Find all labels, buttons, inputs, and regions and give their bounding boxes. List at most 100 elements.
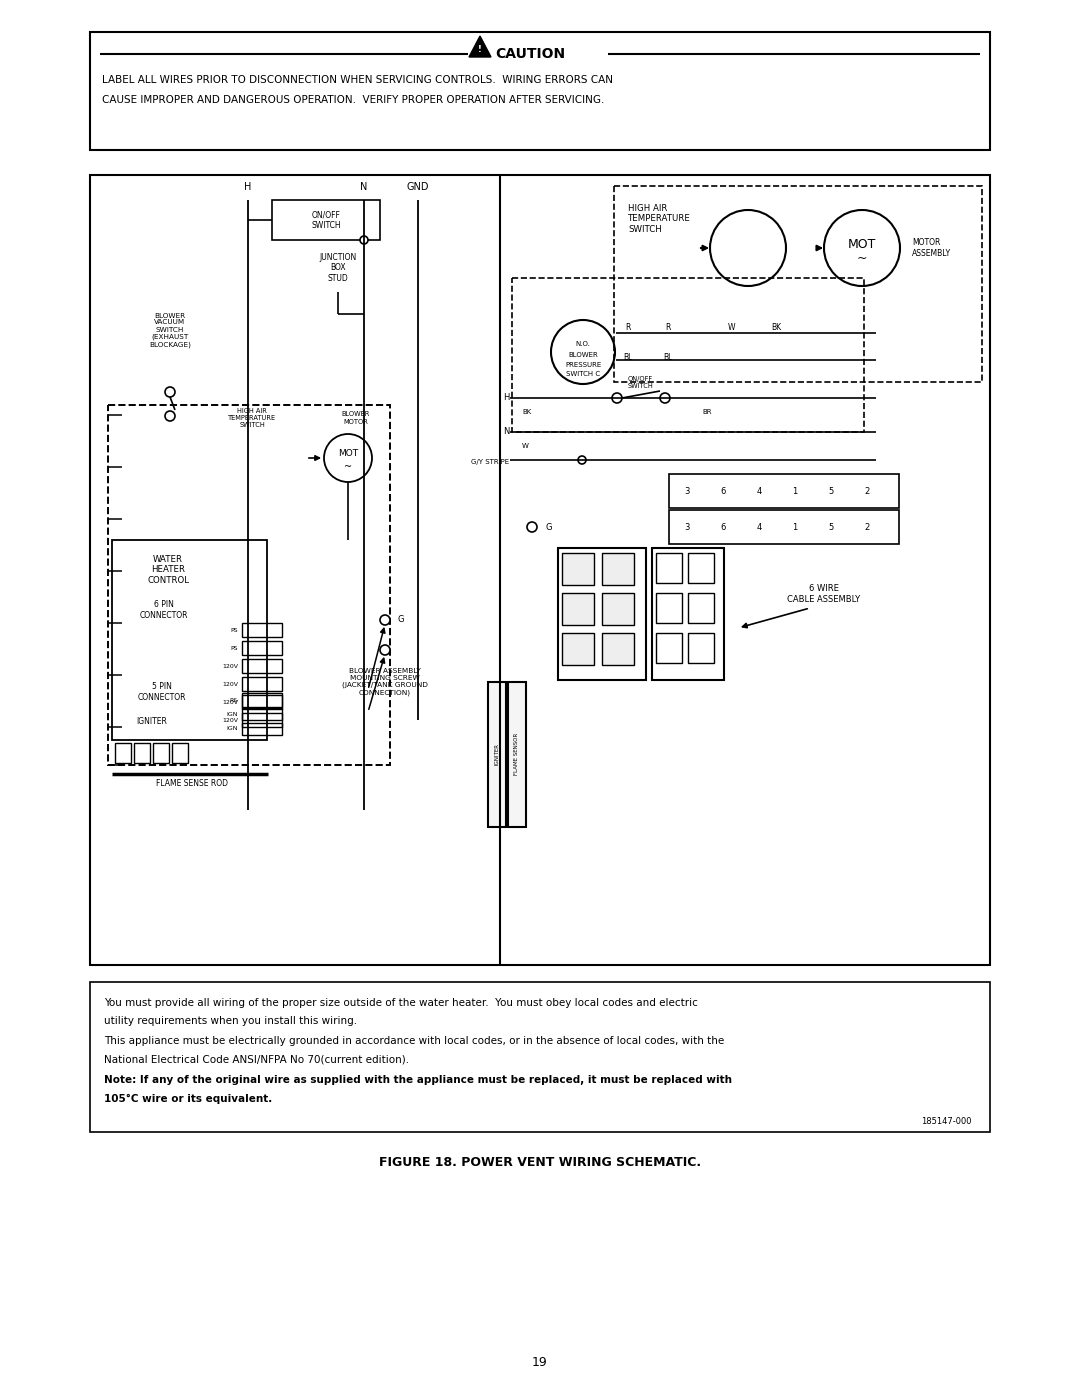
Bar [656, 633, 681, 664]
Text: RS: RS [230, 697, 238, 703]
Text: FLAME SENSE ROD: FLAME SENSE ROD [156, 780, 228, 788]
Text: 2: 2 [864, 522, 869, 531]
Text: BR: BR [702, 409, 712, 415]
Bar [615, 186, 982, 381]
Text: BK: BK [522, 409, 531, 415]
Text: MOTOR
ASSEMBLY: MOTOR ASSEMBLY [912, 239, 951, 257]
Bar [656, 553, 681, 583]
Bar [242, 708, 282, 719]
Text: 5 PIN
CONNECTOR: 5 PIN CONNECTOR [138, 682, 186, 701]
Text: utility requirements when you install this wiring.: utility requirements when you install th… [104, 1016, 357, 1025]
Text: National Electrical Code ANSI/NFPA No 70(current edition).: National Electrical Code ANSI/NFPA No 70… [104, 1053, 409, 1065]
Text: IGNITER: IGNITER [136, 718, 167, 726]
Text: MOT: MOT [338, 450, 359, 458]
Text: 1: 1 [793, 522, 798, 531]
Circle shape [380, 645, 390, 655]
Bar [488, 682, 507, 827]
Bar [90, 175, 990, 965]
Text: IGNITER: IGNITER [495, 743, 499, 766]
Bar [90, 982, 990, 1132]
Text: N: N [502, 427, 509, 436]
Bar [688, 592, 714, 623]
Text: G/Y STRIPE: G/Y STRIPE [471, 460, 509, 465]
Text: 120V: 120V [222, 664, 238, 669]
Text: BLOWER
VACUUM
SWITCH
(EXHAUST
BLOCKAGE): BLOWER VACUUM SWITCH (EXHAUST BLOCKAGE) [149, 313, 191, 348]
Text: N.O.: N.O. [576, 341, 591, 346]
Bar [242, 659, 282, 673]
Text: W: W [728, 324, 735, 332]
Text: 120V: 120V [222, 718, 238, 722]
Text: PS: PS [230, 645, 238, 651]
Circle shape [360, 236, 368, 244]
Text: BL: BL [623, 353, 633, 362]
Text: 5: 5 [828, 522, 834, 531]
Text: !: ! [478, 46, 482, 54]
Text: 120V: 120V [222, 700, 238, 704]
Text: FLAME SENSOR: FLAME SENSOR [514, 733, 519, 775]
Text: LABEL ALL WIRES PRIOR TO DISCONNECTION WHEN SERVICING CONTROLS.  WIRING ERRORS C: LABEL ALL WIRES PRIOR TO DISCONNECTION W… [102, 75, 613, 85]
Text: IGN: IGN [227, 726, 238, 732]
Text: JUNCTION
BOX
STUD: JUNCTION BOX STUD [320, 253, 356, 284]
Text: HIGH AIR
TEMPERATURE
SWITCH: HIGH AIR TEMPERATURE SWITCH [228, 408, 276, 427]
Text: 3: 3 [685, 522, 690, 531]
Text: 120V: 120V [222, 682, 238, 686]
Text: 2: 2 [864, 486, 869, 496]
Text: 19: 19 [532, 1355, 548, 1369]
Text: 6: 6 [720, 486, 726, 496]
Text: R: R [665, 324, 671, 332]
Bar [242, 712, 282, 726]
Text: 5: 5 [828, 486, 834, 496]
Circle shape [165, 387, 175, 397]
Circle shape [660, 393, 670, 402]
Text: G: G [546, 522, 553, 531]
Bar [669, 474, 899, 509]
Text: ON/OFF
SWITCH: ON/OFF SWITCH [311, 211, 341, 229]
Bar [602, 592, 634, 624]
Bar [602, 553, 634, 585]
Bar [688, 553, 714, 583]
Text: MOT: MOT [848, 237, 876, 250]
Bar [90, 32, 990, 149]
Text: BK: BK [771, 324, 781, 332]
Text: 3: 3 [685, 486, 690, 496]
Text: 1: 1 [793, 486, 798, 496]
Text: FIGURE 18. POWER VENT WIRING SCHEMATIC.: FIGURE 18. POWER VENT WIRING SCHEMATIC. [379, 1155, 701, 1168]
Bar [172, 743, 188, 763]
Bar [602, 633, 634, 665]
Text: SWITCH C: SWITCH C [566, 372, 600, 377]
Text: CAUTION: CAUTION [495, 47, 565, 61]
Bar [242, 623, 282, 637]
Bar [153, 743, 168, 763]
Text: 6: 6 [720, 522, 726, 531]
Bar [134, 743, 150, 763]
Bar [562, 592, 594, 624]
Bar [112, 541, 267, 740]
Text: WATER
HEATER
CONTROL: WATER HEATER CONTROL [147, 555, 189, 585]
Text: ~: ~ [856, 251, 867, 264]
Text: ~: ~ [343, 462, 352, 472]
Text: HIGH AIR
TEMPERATURE
SWITCH: HIGH AIR TEMPERATURE SWITCH [627, 204, 691, 233]
Text: 4: 4 [756, 486, 761, 496]
Text: BLOWER ASSEMBLY
MOUNTING SCREW
(JACKET/TANK GROUND
CONNECTION): BLOWER ASSEMBLY MOUNTING SCREW (JACKET/T… [342, 668, 428, 696]
Bar [114, 743, 131, 763]
Bar [272, 200, 380, 240]
Text: 185147-000: 185147-000 [921, 1118, 972, 1126]
Bar [242, 678, 282, 692]
Text: PRESSURE: PRESSURE [565, 362, 602, 367]
Circle shape [380, 615, 390, 624]
Text: H: H [244, 182, 252, 191]
Text: 4: 4 [756, 522, 761, 531]
Text: 105°C wire or its equivalent.: 105°C wire or its equivalent. [104, 1094, 272, 1104]
Circle shape [612, 393, 622, 402]
Bar [242, 693, 282, 707]
Bar [242, 724, 282, 735]
Bar [656, 592, 681, 623]
Text: Note: If any of the original wire as supplied with the appliance must be replace: Note: If any of the original wire as sup… [104, 1076, 732, 1085]
Text: PS: PS [230, 627, 238, 633]
Bar [508, 682, 526, 827]
Polygon shape [469, 36, 491, 57]
Bar [108, 405, 390, 766]
Bar [688, 633, 714, 664]
Text: ON/OFF
SWITCH: ON/OFF SWITCH [627, 377, 653, 390]
Text: N: N [361, 182, 367, 191]
